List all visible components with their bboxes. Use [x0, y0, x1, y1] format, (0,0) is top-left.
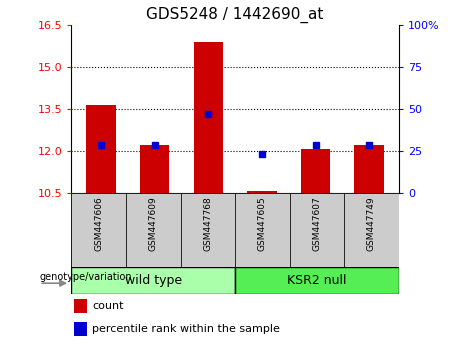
Bar [140, 145, 170, 193]
Bar [74, 322, 87, 336]
Text: GSM447609: GSM447609 [149, 197, 158, 251]
Text: percentile rank within the sample: percentile rank within the sample [92, 324, 280, 334]
Text: wild type: wild type [125, 274, 182, 287]
FancyBboxPatch shape [290, 193, 344, 267]
Bar [74, 299, 87, 313]
Bar [301, 149, 330, 193]
Text: GSM447749: GSM447749 [367, 197, 376, 251]
Text: GSM447607: GSM447607 [313, 197, 321, 251]
FancyBboxPatch shape [235, 193, 290, 267]
Bar [194, 42, 223, 193]
Text: KSR2 null: KSR2 null [287, 274, 347, 287]
Bar [247, 191, 277, 193]
Text: count: count [92, 301, 124, 311]
FancyBboxPatch shape [126, 193, 181, 267]
FancyBboxPatch shape [181, 193, 235, 267]
Text: GSM447768: GSM447768 [203, 197, 213, 251]
FancyBboxPatch shape [71, 193, 126, 267]
Title: GDS5248 / 1442690_at: GDS5248 / 1442690_at [147, 7, 324, 23]
FancyBboxPatch shape [235, 267, 399, 294]
Bar [86, 105, 116, 193]
FancyBboxPatch shape [71, 267, 235, 294]
FancyBboxPatch shape [344, 193, 399, 267]
Bar [355, 145, 384, 193]
Text: GSM447606: GSM447606 [94, 197, 103, 251]
Text: genotype/variation: genotype/variation [39, 272, 132, 282]
Text: GSM447605: GSM447605 [258, 197, 267, 251]
